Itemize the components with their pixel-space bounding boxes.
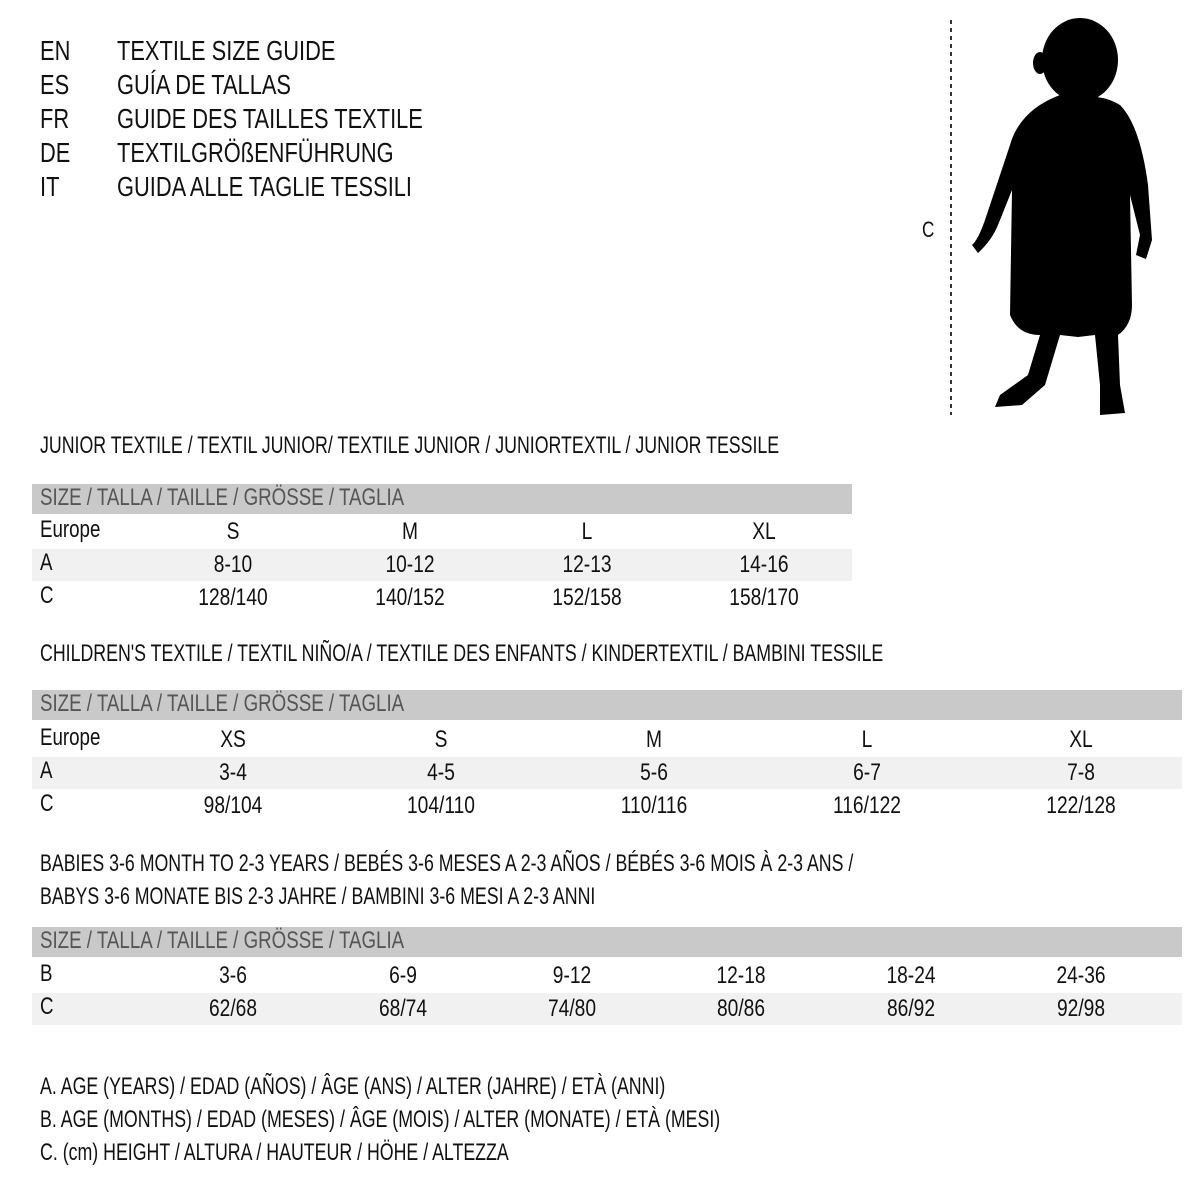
header-label: SIZE / TALLA / TAILLE / GRÖSSE / TAGLIA xyxy=(40,927,405,954)
table-cell: 7-8 xyxy=(1067,759,1095,786)
table-cell: 8-10 xyxy=(213,551,253,578)
table-row: C 128/140 140/152 152/158 158/170 xyxy=(32,582,852,614)
table-header-row: SIZE / TALLA / TAILLE / GRÖSSE / TAGLIA xyxy=(32,690,1182,720)
row-label: C xyxy=(40,582,54,609)
table-header-row: SIZE / TALLA / TAILLE / GRÖSSE / TAGLIA xyxy=(32,484,852,514)
lang-code: EN xyxy=(40,35,71,66)
table-cell: 152/158 xyxy=(552,584,622,611)
lang-code: ES xyxy=(40,69,70,100)
table-cell: 158/170 xyxy=(729,584,799,611)
table-cell: 92/98 xyxy=(1056,995,1106,1022)
table-cell: 24-36 xyxy=(1056,962,1106,989)
table-cell: M xyxy=(402,518,418,545)
table-row: Europe S M L XL xyxy=(32,516,852,548)
table-cell: L xyxy=(861,726,873,753)
table-cell: XL xyxy=(752,518,776,545)
child-silhouette-icon xyxy=(950,18,1152,415)
table-cell: 6-9 xyxy=(389,962,417,989)
table-cell: 18-24 xyxy=(886,962,936,989)
guide-title: TEXTILGRÖßENFÜHRUNG xyxy=(117,137,394,168)
table-cell: 86/92 xyxy=(886,995,936,1022)
table-cell: S xyxy=(226,518,240,545)
table-cell: 122/128 xyxy=(1046,792,1116,819)
table-heading: JUNIOR TEXTILE / TEXTIL JUNIOR/ TEXTILE … xyxy=(40,432,780,459)
table-row: A 8-10 10-12 12-13 14-16 xyxy=(32,549,852,581)
table-cell: 6-7 xyxy=(853,759,881,786)
table-cell: 68/74 xyxy=(378,995,428,1022)
table-heading: BABIES 3-6 MONTH TO 2-3 YEARS / BEBÉS 3-… xyxy=(40,850,854,877)
legend-c: C. (cm) HEIGHT / ALTURA / HAUTEUR / HÖHE… xyxy=(40,1139,509,1166)
table-cell: 104/110 xyxy=(407,792,475,819)
table-cell: XL xyxy=(1069,726,1093,753)
row-label: Europe xyxy=(40,516,101,543)
guide-title: GUIDA ALLE TAGLIE TESSILI xyxy=(117,171,412,202)
lang-code: FR xyxy=(40,103,70,134)
table-cell: L xyxy=(581,518,593,545)
table-cell: 3-6 xyxy=(219,962,247,989)
row-label: C xyxy=(40,993,54,1020)
table-cell: S xyxy=(434,726,448,753)
table-cell: 12-18 xyxy=(716,962,766,989)
row-label: A xyxy=(40,757,53,784)
guide-title: TEXTILE SIZE GUIDE xyxy=(117,35,336,66)
table-row: A 3-4 4-5 5-6 6-7 7-8 xyxy=(32,757,1182,789)
table-cell: 116/122 xyxy=(833,792,901,819)
table-row: C 62/68 68/74 74/80 80/86 86/92 92/98 xyxy=(32,993,1182,1025)
table-row: Europe XS S M L XL xyxy=(32,724,1182,756)
header-label: SIZE / TALLA / TAILLE / GRÖSSE / TAGLIA xyxy=(40,690,405,717)
guide-title: GUIDE DES TAILLES TEXTILE xyxy=(117,103,423,134)
table-cell: 80/86 xyxy=(716,995,766,1022)
row-label: B xyxy=(40,960,53,987)
table-cell: 5-6 xyxy=(640,759,668,786)
table-header-row: SIZE / TALLA / TAILLE / GRÖSSE / TAGLIA xyxy=(32,927,1182,957)
table-cell: XS xyxy=(220,726,246,753)
lang-code: DE xyxy=(40,137,71,168)
guide-title: GUÍA DE TALLAS xyxy=(117,69,291,100)
table-cell: 140/152 xyxy=(375,584,445,611)
legend-b: B. AGE (MONTHS) / EDAD (MESES) / ÂGE (MO… xyxy=(40,1106,721,1133)
table-cell: 10-12 xyxy=(385,551,435,578)
table-row: C 98/104 104/110 110/116 116/122 122/128 xyxy=(32,790,1182,822)
row-label: A xyxy=(40,549,53,576)
table-cell: 14-16 xyxy=(739,551,789,578)
table-cell: M xyxy=(646,726,662,753)
table-cell: 3-4 xyxy=(219,759,247,786)
table-cell: 12-13 xyxy=(562,551,612,578)
row-label: C xyxy=(40,790,54,817)
table-cell: 98/104 xyxy=(203,792,263,819)
table-cell: 9-12 xyxy=(552,962,592,989)
legend-a: A. AGE (YEARS) / EDAD (AÑOS) / ÂGE (ANS)… xyxy=(40,1073,666,1100)
table-cell: 110/116 xyxy=(620,792,688,819)
table-cell: 74/80 xyxy=(547,995,597,1022)
table-cell: 128/140 xyxy=(198,584,268,611)
lang-code: IT xyxy=(40,171,60,202)
row-label: Europe xyxy=(40,724,101,751)
table-cell: 4-5 xyxy=(427,759,455,786)
table-cell: 62/68 xyxy=(208,995,258,1022)
height-figure: C xyxy=(900,15,1160,420)
table-heading: CHILDREN'S TEXTILE / TEXTIL NIÑO/A / TEX… xyxy=(40,640,884,667)
table-heading: BABYS 3-6 MONATE BIS 2-3 JAHRE / BAMBINI… xyxy=(40,883,596,910)
measure-label: C xyxy=(922,217,935,242)
table-row: B 3-6 6-9 9-12 12-18 18-24 24-36 xyxy=(32,960,1182,992)
header-label: SIZE / TALLA / TAILLE / GRÖSSE / TAGLIA xyxy=(40,484,405,511)
